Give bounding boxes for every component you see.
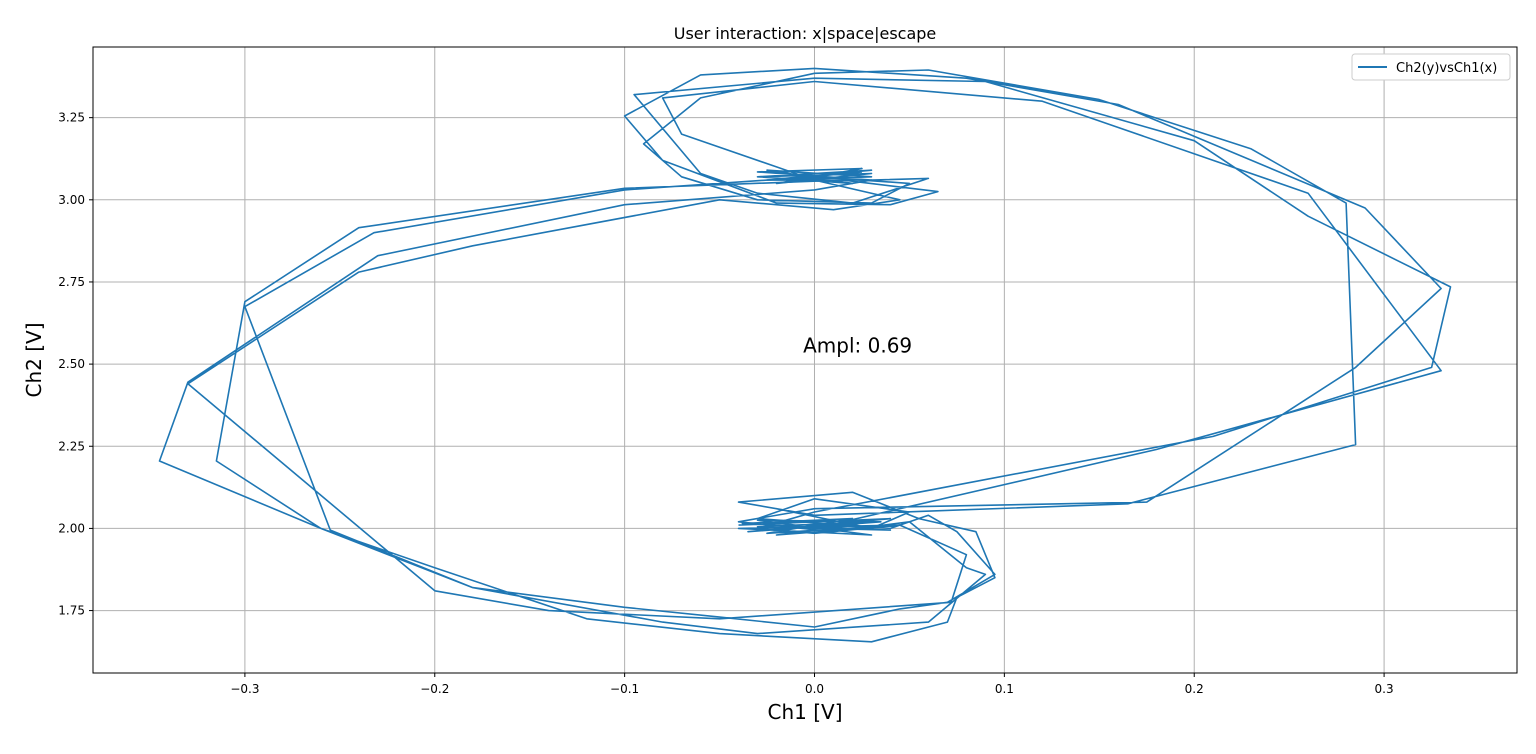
series-line <box>158 67 1452 643</box>
y-ticks: 1.75 2.00 2.25 2.50 2.75 3.00 3.25 <box>58 111 93 618</box>
y-tick-label: 3.25 <box>58 111 85 125</box>
grid <box>93 47 1517 673</box>
x-tick-label: 0.3 <box>1375 682 1394 696</box>
plot-area <box>93 47 1517 673</box>
y-tick-label: 2.00 <box>58 521 85 535</box>
chart-title: User interaction: x|space|escape <box>674 24 937 43</box>
x-tick-label: 0.0 <box>805 682 824 696</box>
y-tick-label: 2.25 <box>58 439 85 453</box>
legend-box <box>1351 53 1511 81</box>
y-tick-label: 3.00 <box>58 193 85 207</box>
x-tick-label: −0.1 <box>610 682 639 696</box>
plot-frame <box>92 46 1518 674</box>
series-line <box>756 167 873 185</box>
x-tick-label: −0.3 <box>230 682 259 696</box>
legend: Ch2(y)vsCh1(x) <box>1351 53 1511 81</box>
y-tick-label: 2.75 <box>58 275 85 289</box>
legend-entry: Ch2(y)vsCh1(x) <box>1396 61 1497 76</box>
y-axis-label: Ch2 [V] <box>22 322 46 397</box>
x-tick-label: 0.2 <box>1185 682 1204 696</box>
series-line <box>737 517 901 536</box>
y-tick-label: 1.75 <box>58 604 85 618</box>
x-ticks: −0.3 −0.2 −0.1 0.0 0.1 0.2 0.3 <box>230 673 1394 696</box>
y-tick-label: 2.50 <box>58 357 85 371</box>
x-tick-label: 0.1 <box>995 682 1014 696</box>
amplitude-annotation: Ampl: 0.69 <box>803 334 912 358</box>
series-layer <box>158 67 1452 643</box>
x-axis-label: Ch1 [V] <box>767 700 842 724</box>
x-tick-label: −0.2 <box>420 682 449 696</box>
